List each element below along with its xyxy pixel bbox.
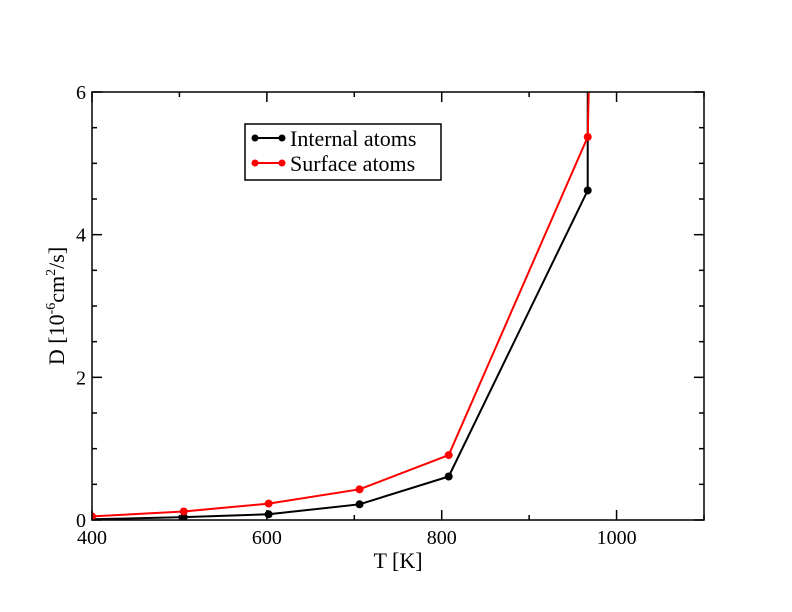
x-tick-label: 800 xyxy=(427,527,457,549)
y-axis-label-end: /s] xyxy=(44,247,69,269)
data-point-surface-atoms xyxy=(355,485,364,494)
data-point-surface-atoms xyxy=(264,499,273,508)
y-tick-label: 4 xyxy=(76,225,86,247)
legend-marker-surface-atoms xyxy=(278,159,286,167)
legend-marker-internal-atoms xyxy=(251,134,259,142)
data-point-internal-atoms xyxy=(264,510,273,519)
data-point-internal-atoms xyxy=(583,186,592,195)
data-point-surface-atoms xyxy=(444,451,453,460)
x-tick-label: 400 xyxy=(77,527,107,549)
data-point-surface-atoms xyxy=(583,132,592,141)
legend-marker-surface-atoms xyxy=(251,159,259,167)
y-axis-label: D [10-6cm2/s] xyxy=(44,247,69,365)
data-point-surface-atoms xyxy=(179,507,188,516)
y-tick-label: 2 xyxy=(76,367,86,389)
y-axis-label-main: D [10 xyxy=(44,314,69,365)
series-layer xyxy=(92,92,592,520)
legend: Internal atoms Surface atoms xyxy=(244,123,442,181)
x-tick-label: 600 xyxy=(252,527,282,549)
legend-marker-internal-atoms xyxy=(278,134,286,142)
y-tick-label: 0 xyxy=(76,510,86,532)
data-point-internal-atoms xyxy=(355,500,364,509)
y-axis-label-mid: cm xyxy=(44,276,69,303)
x-tick-label: 1000 xyxy=(597,527,637,549)
y-axis-label-sup2: 2 xyxy=(44,269,59,276)
x-axis-label: T [K] xyxy=(373,548,422,573)
legend-label-surface-atoms: Surface atoms xyxy=(290,151,415,176)
ticks-layer xyxy=(91,91,705,521)
legend-box xyxy=(244,123,442,181)
tick-labels-layer: 400 600 800 1000 0 2 4 6 xyxy=(76,82,637,549)
y-tick-label: 6 xyxy=(76,82,86,104)
data-point-surface-atoms xyxy=(92,512,96,520)
y-axis-label-sup1: -6 xyxy=(44,303,59,315)
data-point-internal-atoms xyxy=(444,472,453,481)
plot-frame xyxy=(91,91,705,521)
legend-label-internal-atoms: Internal atoms xyxy=(290,126,416,151)
